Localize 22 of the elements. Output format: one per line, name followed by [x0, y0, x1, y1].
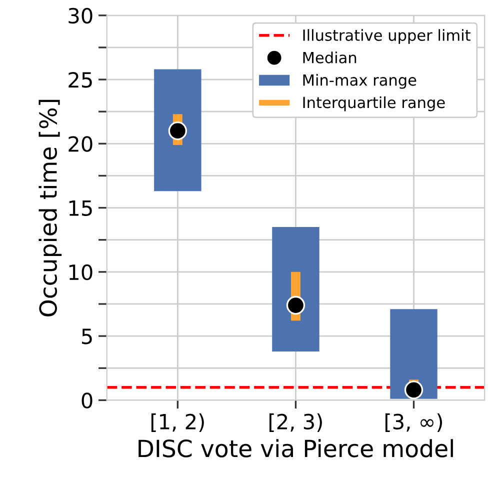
bar [154, 69, 202, 192]
x-axis-title: DISC vote via Pierce model [138, 439, 453, 458]
x-tick-label: [1, 2) [151, 413, 204, 432]
legend-label: Illustrative upper limit [303, 29, 470, 44]
y-axis-title: Occupied time [%] [38, 100, 62, 316]
x-tick-label: [3, ∞) [385, 413, 442, 432]
y-tick-label: 20 [68, 136, 92, 152]
x-tick-label: [2, 3) [270, 413, 322, 432]
y-tick-label: 25 [68, 72, 92, 88]
point [168, 121, 188, 140]
legend-label: Median [303, 52, 356, 64]
y-tick-label: 10 [69, 264, 92, 280]
legend-label: Interquartile range [303, 96, 445, 112]
y-tick-label: 5 [82, 328, 92, 344]
y-tick-label: 30 [68, 8, 92, 24]
bar [272, 227, 320, 352]
y-tick-label: 15 [69, 200, 92, 216]
y-tick-label: 0 [82, 392, 92, 408]
legend-label: Min-max range [303, 74, 416, 89]
bar [390, 309, 438, 399]
point [404, 380, 424, 400]
point [286, 296, 306, 315]
